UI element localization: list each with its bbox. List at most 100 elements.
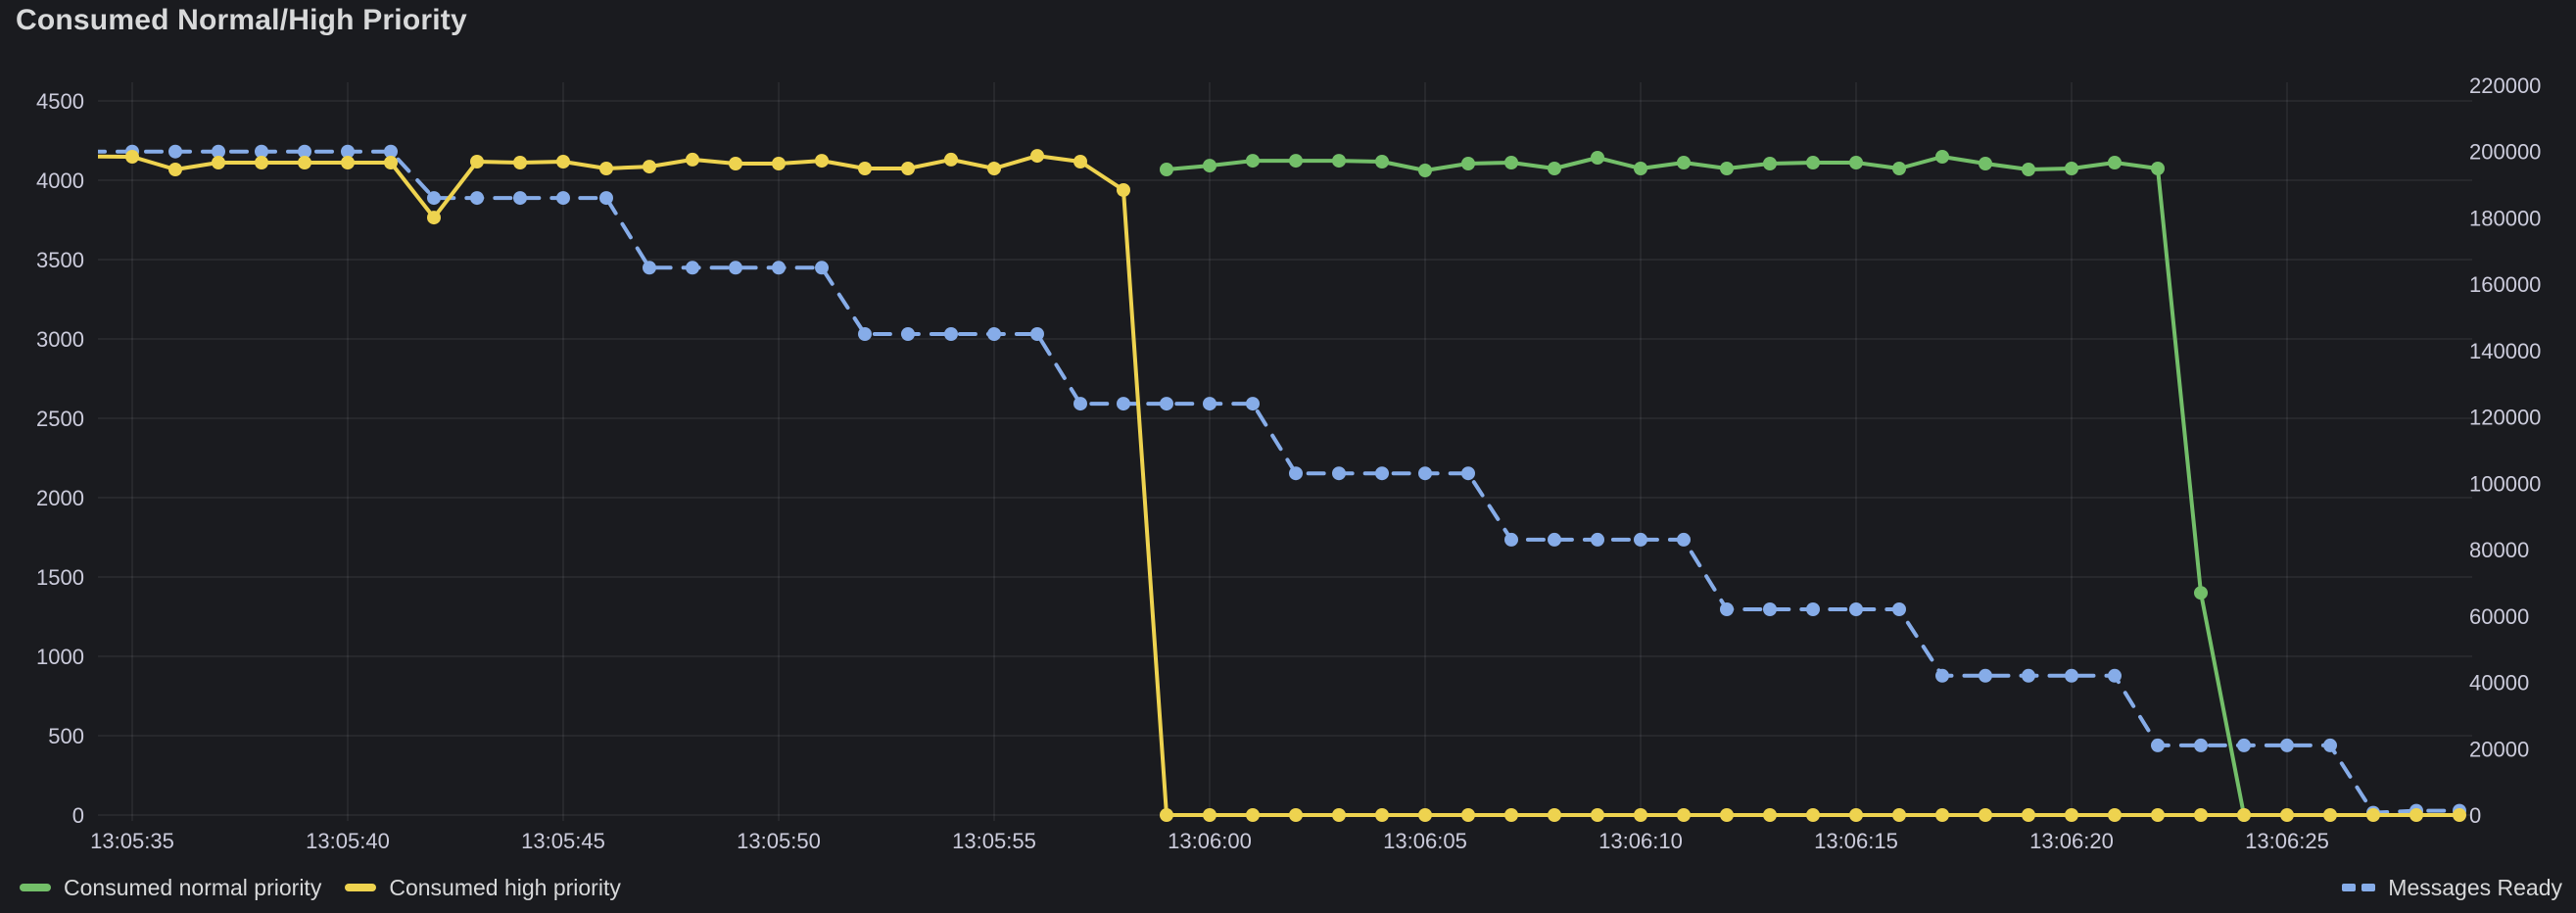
data-point-consumed-high-priority[interactable] [1073,155,1087,168]
data-point-messages-ready[interactable] [384,144,398,159]
data-point-consumed-high-priority[interactable] [1806,808,1820,822]
data-point-messages-ready[interactable] [1289,466,1303,481]
data-point-consumed-normal-priority[interactable] [1979,157,1992,170]
data-point-consumed-high-priority[interactable] [944,152,958,167]
legend-item-consumed-high-priority[interactable]: Consumed high priority [345,875,621,901]
data-point-messages-ready[interactable] [1548,532,1561,547]
data-point-consumed-high-priority[interactable] [2065,808,2078,822]
data-point-messages-ready[interactable] [298,144,311,159]
data-point-messages-ready[interactable] [212,144,225,159]
data-point-messages-ready[interactable] [1203,397,1216,411]
data-point-consumed-high-priority[interactable] [1203,808,1216,822]
data-point-messages-ready[interactable] [2151,738,2165,752]
data-point-messages-ready[interactable] [1030,327,1044,341]
data-point-consumed-high-priority[interactable] [1677,808,1691,822]
data-point-messages-ready[interactable] [427,191,441,206]
data-point-consumed-high-priority[interactable] [2237,808,2251,822]
data-point-consumed-normal-priority[interactable] [1763,157,1777,170]
data-point-consumed-normal-priority[interactable] [2151,162,2165,175]
data-point-consumed-high-priority[interactable] [2366,808,2380,822]
data-point-consumed-normal-priority[interactable] [1591,151,1604,165]
data-point-consumed-normal-priority[interactable] [2065,162,2078,175]
data-point-consumed-high-priority[interactable] [643,160,656,174]
data-point-consumed-high-priority[interactable] [2151,808,2165,822]
data-point-messages-ready[interactable] [729,261,742,275]
data-point-consumed-high-priority[interactable] [1117,183,1130,197]
data-point-messages-ready[interactable] [556,191,570,206]
data-point-messages-ready[interactable] [1332,466,1346,481]
data-point-consumed-high-priority[interactable] [1720,808,1734,822]
data-point-consumed-high-priority[interactable] [901,162,915,175]
data-point-messages-ready[interactable] [513,191,527,206]
data-point-consumed-high-priority[interactable] [2280,808,2294,822]
data-point-consumed-normal-priority[interactable] [1332,154,1346,168]
data-point-consumed-normal-priority[interactable] [1720,162,1734,175]
data-point-consumed-normal-priority[interactable] [1935,150,1949,164]
data-point-consumed-high-priority[interactable] [772,157,786,170]
data-point-consumed-high-priority[interactable] [212,156,225,169]
data-point-consumed-high-priority[interactable] [1979,808,1992,822]
data-point-messages-ready[interactable] [1979,668,1992,683]
data-point-consumed-high-priority[interactable] [513,156,527,169]
data-point-consumed-high-priority[interactable] [1030,149,1044,164]
data-point-consumed-normal-priority[interactable] [1418,164,1432,177]
data-point-messages-ready[interactable] [599,191,613,206]
data-point-consumed-high-priority[interactable] [1461,808,1475,822]
data-point-messages-ready[interactable] [686,261,699,275]
data-point-messages-ready[interactable] [901,327,915,341]
data-point-messages-ready[interactable] [2280,738,2294,752]
data-point-messages-ready[interactable] [1246,397,1260,411]
data-point-consumed-high-priority[interactable] [1375,808,1389,822]
data-point-messages-ready[interactable] [1763,602,1777,616]
data-point-consumed-normal-priority[interactable] [1203,159,1216,173]
data-point-messages-ready[interactable] [1591,532,1604,547]
data-point-consumed-high-priority[interactable] [1763,808,1777,822]
data-point-consumed-high-priority[interactable] [1289,808,1303,822]
data-point-messages-ready[interactable] [987,327,1001,341]
data-point-consumed-normal-priority[interactable] [1160,163,1173,176]
data-point-consumed-high-priority[interactable] [1849,808,1863,822]
data-point-consumed-normal-priority[interactable] [1461,157,1475,170]
data-point-messages-ready[interactable] [82,145,96,159]
data-point-consumed-high-priority[interactable] [1418,808,1432,822]
data-point-messages-ready[interactable] [341,144,355,159]
data-point-consumed-normal-priority[interactable] [1892,162,1906,175]
data-point-consumed-high-priority[interactable] [1246,808,1260,822]
data-point-messages-ready[interactable] [815,261,829,275]
data-point-consumed-high-priority[interactable] [987,162,1001,175]
data-point-messages-ready[interactable] [1806,602,1820,616]
data-point-messages-ready[interactable] [1418,466,1432,481]
data-point-messages-ready[interactable] [2194,738,2208,752]
data-point-consumed-high-priority[interactable] [2409,808,2423,822]
data-point-consumed-normal-priority[interactable] [1246,154,1260,168]
data-point-consumed-high-priority[interactable] [255,156,268,169]
data-point-consumed-high-priority[interactable] [2194,808,2208,822]
data-point-consumed-high-priority[interactable] [298,156,311,169]
data-point-consumed-high-priority[interactable] [2453,808,2466,822]
data-point-consumed-high-priority[interactable] [556,155,570,168]
data-point-messages-ready[interactable] [772,261,786,275]
data-point-messages-ready[interactable] [1849,602,1863,616]
data-point-consumed-high-priority[interactable] [2323,808,2337,822]
data-point-consumed-high-priority[interactable] [1548,808,1561,822]
data-point-consumed-high-priority[interactable] [1332,808,1346,822]
data-point-consumed-high-priority[interactable] [1634,808,1647,822]
data-point-consumed-high-priority[interactable] [2022,808,2035,822]
data-point-consumed-high-priority[interactable] [1160,808,1173,822]
data-point-messages-ready[interactable] [1461,466,1475,481]
data-point-messages-ready[interactable] [944,327,958,341]
data-point-consumed-high-priority[interactable] [2108,808,2122,822]
data-point-messages-ready[interactable] [2237,738,2251,752]
data-point-consumed-high-priority[interactable] [815,154,829,168]
data-point-consumed-high-priority[interactable] [1892,808,1906,822]
data-point-consumed-high-priority[interactable] [729,157,742,170]
legend-item-messages-ready[interactable]: Messages Ready [2342,875,2562,901]
data-point-messages-ready[interactable] [643,261,656,275]
data-point-messages-ready[interactable] [1160,397,1173,411]
data-point-messages-ready[interactable] [858,327,872,341]
data-point-messages-ready[interactable] [1935,668,1949,683]
data-point-consumed-high-priority[interactable] [599,162,613,175]
data-point-consumed-high-priority[interactable] [1935,808,1949,822]
data-point-consumed-high-priority[interactable] [470,155,484,168]
